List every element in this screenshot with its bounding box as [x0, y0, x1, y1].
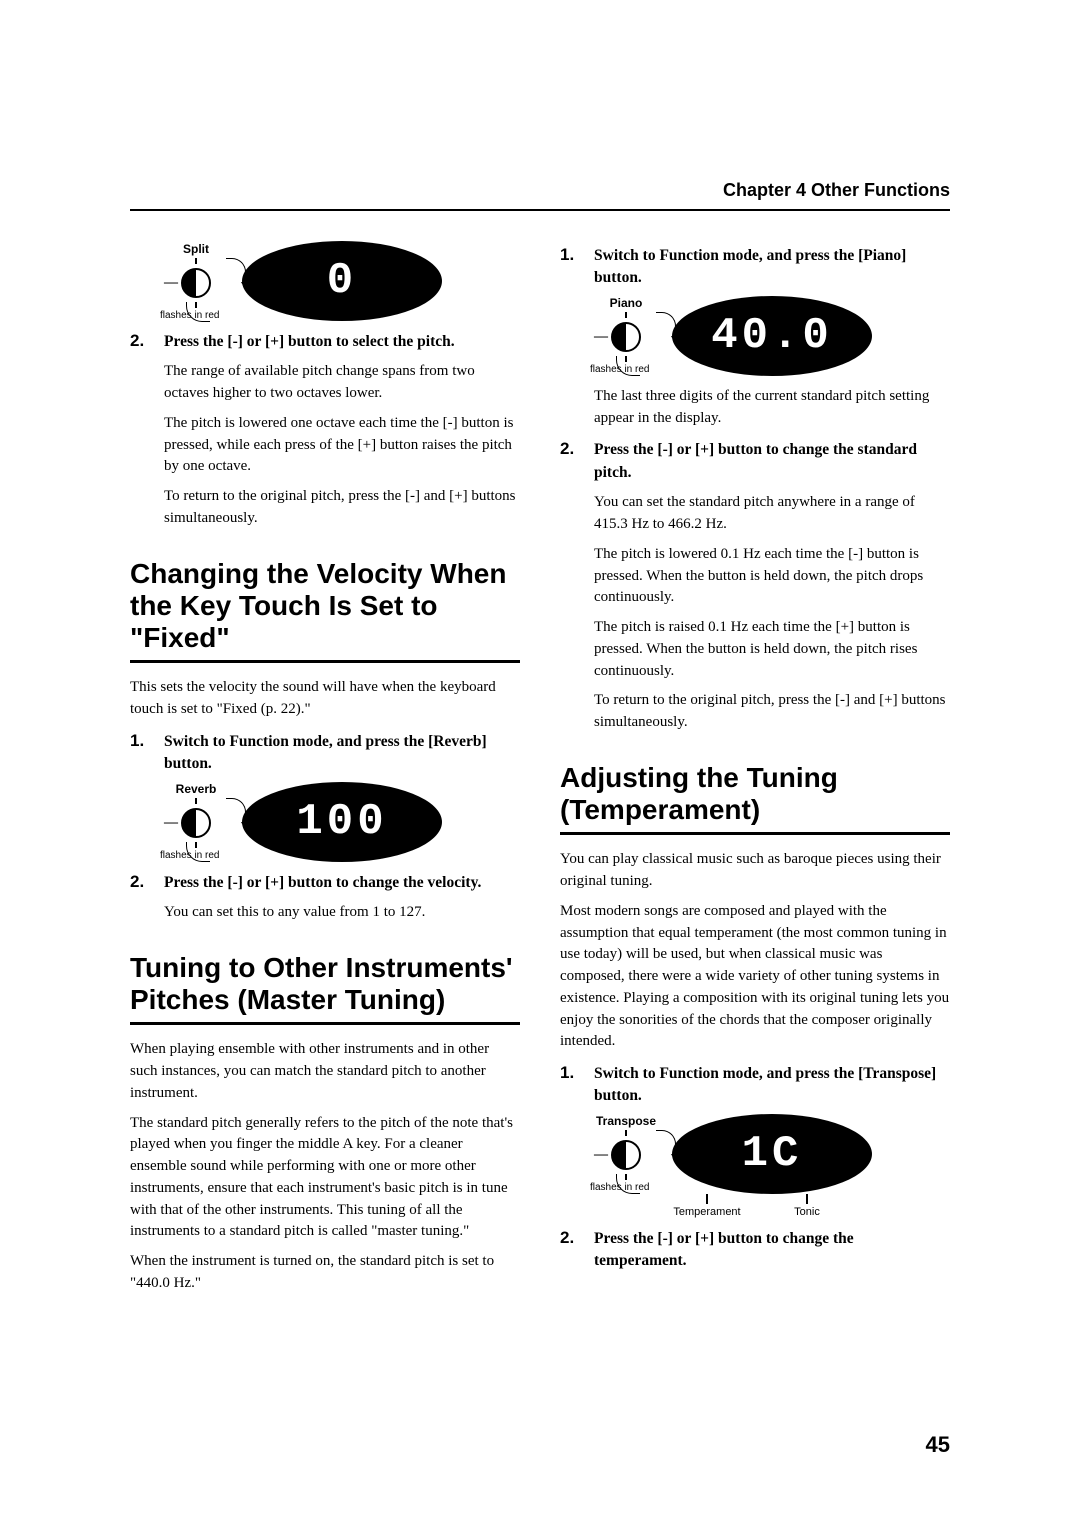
- step-instruction: Switch to Function mode, and press the […: [594, 247, 906, 286]
- master-para: When the instrument is turned on, the st…: [130, 1251, 520, 1295]
- header-rule: [130, 209, 950, 211]
- display-oval: 1C: [672, 1114, 872, 1194]
- knob-wrap: —: [590, 312, 662, 362]
- minus-sign: —: [164, 815, 178, 831]
- heading-velocity: Changing the Velocity When the Key Touch…: [130, 558, 520, 655]
- knob-label: Split: [160, 242, 232, 256]
- step-instruction: Switch to Function mode, and press the […: [164, 733, 487, 772]
- velocity-intro: This sets the velocity the sound will ha…: [130, 677, 520, 721]
- knob-wrap: —: [160, 798, 232, 848]
- display-oval: 0: [242, 241, 442, 321]
- velocity-steps: 1. Switch to Function mode, and press th…: [130, 731, 520, 776]
- knob-block: Transpose — flashes in red: [590, 1114, 662, 1193]
- step-instruction: Press the [-] or [+] button to change th…: [594, 441, 917, 480]
- step-sub: To return to the original pitch, press t…: [164, 486, 520, 530]
- sublabel-temperament: Temperament: [673, 1206, 740, 1218]
- display-value: 100: [296, 797, 387, 847]
- master-after-fig: The last three digits of the current sta…: [594, 386, 950, 430]
- knob-icon: [611, 322, 641, 352]
- step-sub: The pitch is lowered one octave each tim…: [164, 413, 520, 478]
- figure-reverb: Reverb — flashes in red 100: [160, 782, 520, 862]
- two-columns: Split — flashes in red 0 2. Press the [-…: [130, 235, 950, 1303]
- step-item: 2. Press the [-] or [+] button to change…: [130, 872, 520, 894]
- step-sub: You can set the standard pitch anywhere …: [594, 492, 950, 536]
- figure-split: Split — flashes in red 0: [160, 241, 520, 321]
- master-para: The standard pitch generally refers to t…: [130, 1113, 520, 1244]
- step-num: 2.: [560, 1228, 574, 1248]
- step-item: 1. Switch to Function mode, and press th…: [560, 1063, 950, 1108]
- knob-label: Transpose: [590, 1114, 662, 1128]
- temperament-steps: 1. Switch to Function mode, and press th…: [560, 1063, 950, 1108]
- temperament-steps-2: 2. Press the [-] or [+] button to change…: [560, 1228, 950, 1273]
- left-column: Split — flashes in red 0 2. Press the [-…: [130, 235, 520, 1303]
- knob-label: Piano: [590, 296, 662, 310]
- right-column: 1. Switch to Function mode, and press th…: [560, 235, 950, 1303]
- heading-master-tuning: Tuning to Other Instruments' Pitches (Ma…: [130, 952, 520, 1016]
- figure-transpose: Transpose — flashes in red 1C: [590, 1114, 950, 1194]
- minus-sign: —: [594, 329, 608, 345]
- knob-block: Reverb — flashes in red: [160, 782, 232, 861]
- display-value: 0: [327, 256, 357, 306]
- step-num: 2.: [130, 872, 144, 892]
- knob-wrap: —: [160, 258, 232, 308]
- figure-piano: Piano — flashes in red 40.0: [590, 296, 950, 376]
- step-num: 2.: [130, 331, 144, 351]
- master-steps-2: 2. Press the [-] or [+] button to change…: [560, 439, 950, 484]
- heading-rule: [130, 1022, 520, 1025]
- heading-rule: [560, 832, 950, 835]
- minus-sign: —: [164, 275, 178, 291]
- step-sub: The pitch is raised 0.1 Hz each time the…: [594, 617, 950, 682]
- step-instruction: Press the [-] or [+] button to change th…: [594, 1230, 854, 1269]
- velocity-steps-2: 2. Press the [-] or [+] button to change…: [130, 872, 520, 894]
- step-num: 1.: [560, 245, 574, 265]
- knob-icon: [181, 808, 211, 838]
- step-sub: To return to the original pitch, press t…: [594, 690, 950, 734]
- heading-temperament: Adjusting the Tuning (Temperament): [560, 762, 950, 826]
- knob-block: Split — flashes in red: [160, 242, 232, 321]
- display-value: 40.0: [711, 311, 833, 361]
- heading-rule: [130, 660, 520, 663]
- chapter-header: Chapter 4 Other Functions: [130, 180, 950, 201]
- step-num: 2.: [560, 439, 574, 459]
- display-oval: 40.0: [672, 296, 872, 376]
- temperament-sublabels: Temperament Tonic: [642, 1194, 950, 1218]
- knob-block: Piano — flashes in red: [590, 296, 662, 375]
- step-sub: The pitch is lowered 0.1 Hz each time th…: [594, 544, 950, 609]
- temperament-para: Most modern songs are composed and playe…: [560, 901, 950, 1053]
- knob-wrap: —: [590, 1130, 662, 1180]
- knob-icon: [611, 1140, 641, 1170]
- temperament-para: You can play classical music such as bar…: [560, 849, 950, 893]
- step-instruction: Press the [-] or [+] button to select th…: [164, 333, 455, 350]
- step-num: 1.: [130, 731, 144, 751]
- step-instruction: Press the [-] or [+] button to change th…: [164, 874, 481, 891]
- master-steps: 1. Switch to Function mode, and press th…: [560, 245, 950, 290]
- step-sub: The range of available pitch change span…: [164, 361, 520, 405]
- step-sub: You can set this to any value from 1 to …: [164, 902, 520, 924]
- knob-label: Reverb: [160, 782, 232, 796]
- step-num: 1.: [560, 1063, 574, 1083]
- master-para: When playing ensemble with other instrum…: [130, 1039, 520, 1104]
- display-value: 1C: [742, 1129, 803, 1179]
- page-number: 45: [926, 1432, 950, 1458]
- sublabel-tonic: Tonic: [794, 1206, 820, 1218]
- step-item: 1. Switch to Function mode, and press th…: [130, 731, 520, 776]
- step-item: 2. Press the [-] or [+] button to select…: [130, 331, 520, 353]
- display-oval: 100: [242, 782, 442, 862]
- pitch-steps: 2. Press the [-] or [+] button to select…: [130, 331, 520, 353]
- step-item: 2. Press the [-] or [+] button to change…: [560, 439, 950, 484]
- step-item: 2. Press the [-] or [+] button to change…: [560, 1228, 950, 1273]
- step-item: 1. Switch to Function mode, and press th…: [560, 245, 950, 290]
- knob-icon: [181, 268, 211, 298]
- minus-sign: —: [594, 1147, 608, 1163]
- step-instruction: Switch to Function mode, and press the […: [594, 1065, 936, 1104]
